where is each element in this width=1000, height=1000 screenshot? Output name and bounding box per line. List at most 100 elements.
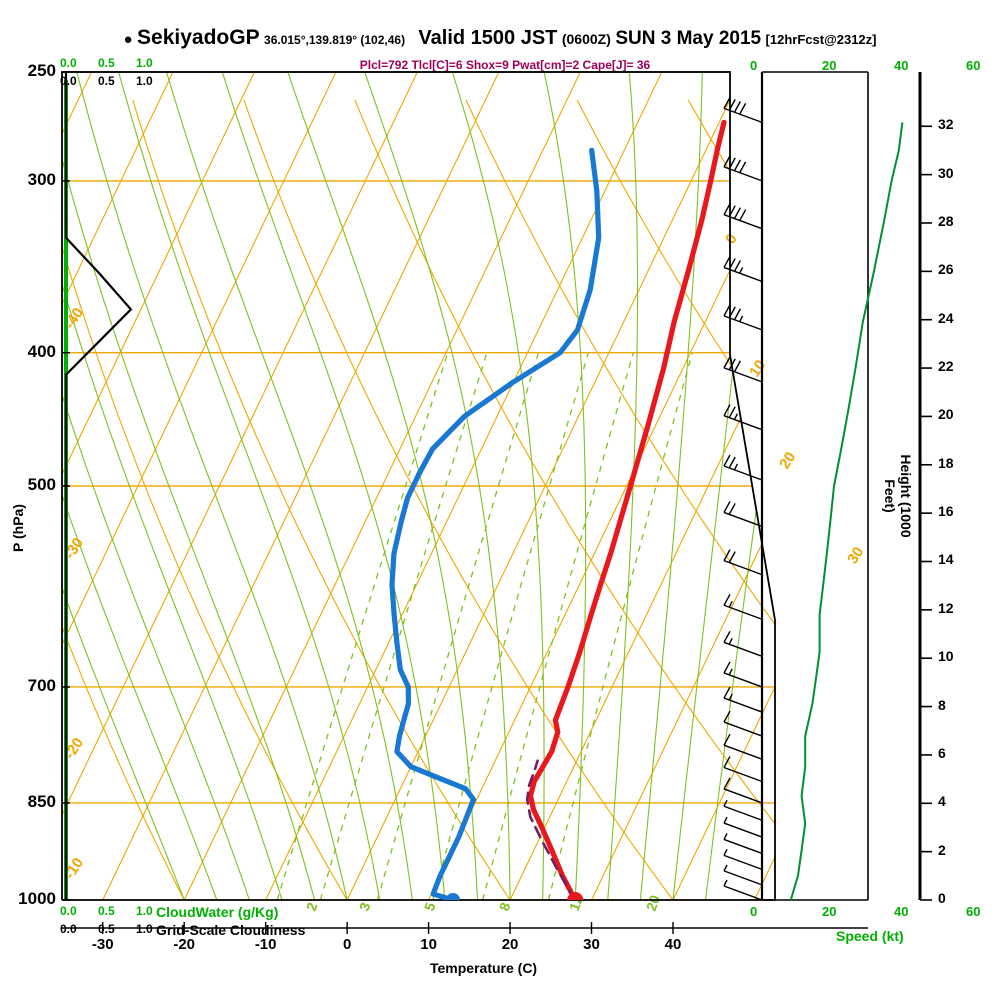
valid-date: SUN 3 May 2015 (615, 28, 762, 49)
speed-tick-bottom-20: 20 (822, 904, 837, 919)
speed-tick-top-20: 20 (822, 58, 837, 73)
cloudiness-axis-title: Grid-Scale Cloudiness (156, 922, 306, 938)
height-tick-2: 2 (938, 841, 946, 858)
cloudwater-axis-title: CloudWater (g/Kg) (156, 904, 279, 920)
svg-text:20: 20 (643, 893, 663, 913)
svg-text:10: 10 (746, 357, 769, 380)
cloudwater-tick-bottom-1: 0.5 (98, 904, 115, 918)
frame-layer (61, 71, 922, 934)
height-tick-16: 16 (938, 503, 954, 520)
wind-barb (723, 593, 763, 620)
pressure-tick-850: 850 (27, 791, 56, 811)
pressure-tick-500: 500 (27, 475, 56, 494)
temp-tick-20: 20 (501, 936, 519, 953)
cloudwater-tick-bottom-0: 0.0 (60, 904, 77, 918)
svg-text:8: 8 (496, 900, 514, 913)
cloudiness-tick-bottom-1: 0.5 (98, 922, 115, 936)
forecast-info: [12hrFcst@2312z] (765, 32, 877, 47)
cloudiness-trace (64, 72, 133, 900)
wind-barb (723, 356, 763, 383)
speed-tick-top-0: 0 (750, 58, 758, 73)
wind-barb (723, 501, 763, 528)
wind-barb (723, 549, 763, 576)
wind-barb (723, 777, 763, 804)
wind-speed-trace (789, 122, 904, 901)
surface-dewpoint-dot (446, 893, 461, 900)
wind-barb (723, 256, 763, 283)
station-coordinates: 36.015°,139.819° (102,46) (264, 33, 406, 47)
wind-barb (723, 404, 763, 431)
height-tick-22: 22 (938, 358, 954, 375)
height-tick-18: 18 (938, 454, 954, 471)
height-tick-10: 10 (938, 648, 954, 665)
temp-tick-0: 0 (342, 936, 352, 953)
tick-layer (62, 71, 932, 901)
temp-tick-30: 30 (583, 936, 600, 953)
pressure-tick-300: 300 (27, 169, 56, 189)
station-name: SekiyadoGP (137, 26, 260, 49)
height-tick-12: 12 (938, 599, 954, 616)
station-bullet-icon: ● (123, 31, 133, 48)
temp-tick--30: -30 (91, 936, 114, 953)
height-tick-0: 0 (938, 890, 946, 906)
cloudwater-tick-2: 1.0 (136, 56, 153, 70)
pressure-tick-700: 700 (27, 675, 56, 695)
wind-barb (723, 756, 763, 783)
wind-barb (723, 710, 763, 737)
valid-time: Valid 1500 JST (418, 27, 558, 49)
page-title: ● SekiyadoGP 36.015°,139.819° (102,46) V… (0, 26, 1000, 50)
wind-barb (723, 661, 763, 688)
wind-barb (723, 454, 763, 481)
temp-tick--10: -10 (254, 936, 277, 953)
wind-barb (723, 97, 763, 124)
cloudiness-tick-2: 1.0 (136, 74, 153, 88)
speed-tick-top-40: 40 (894, 58, 909, 73)
cloudwater-tick-1: 0.5 (98, 56, 115, 70)
surface-temperature-dot (567, 892, 584, 900)
pressure-tick-1000: 1000 (18, 889, 56, 908)
wind-barb (723, 799, 763, 821)
wind-barb (723, 833, 763, 855)
cloudiness-tick-0: 0.0 (60, 74, 77, 88)
cloudwater-tick-0: 0.0 (60, 56, 77, 70)
height-tick-32: 32 (938, 116, 954, 133)
height-tick-24: 24 (938, 309, 954, 326)
wind-barb (723, 849, 763, 871)
cloudiness-tick-1: 0.5 (98, 74, 115, 88)
wind-barb (723, 864, 763, 886)
wind-barb (723, 155, 763, 182)
wind-barb (723, 816, 763, 838)
height-tick-28: 28 (938, 212, 954, 229)
cloudwater-tick-bottom-2: 1.0 (136, 904, 153, 918)
svg-text:0: 0 (722, 231, 741, 247)
sounding-indices: Plcl=792 Tlcl[C]=6 Shox=9 Pwat[cm]=2 Cap… (359, 58, 651, 72)
cloudiness-tick-bottom-2: 1.0 (136, 922, 153, 936)
temp-tick-40: 40 (664, 936, 682, 953)
wind-barb (723, 733, 763, 760)
height-tick-8: 8 (938, 696, 946, 713)
svg-text:30: 30 (844, 544, 867, 567)
wind-barb (723, 630, 763, 657)
height-tick-30: 30 (938, 164, 954, 181)
valid-time-utc: (0600Z) (561, 31, 611, 47)
svg-text:20: 20 (776, 449, 799, 472)
wind-barb (723, 203, 763, 230)
svg-text:3: 3 (356, 900, 374, 913)
height-tick-6: 6 (938, 744, 946, 761)
wind-barb (723, 686, 763, 713)
temperature-axis-title: Temperature (C) (430, 960, 538, 976)
speed-axis-title: Speed (kt) (836, 928, 904, 944)
pressure-tick-400: 400 (27, 341, 56, 361)
wind-barbs-layer (723, 97, 763, 901)
temp-tick-10: 10 (420, 936, 437, 953)
height-tick-20: 20 (938, 406, 954, 423)
pressure-tick-250: 250 (27, 61, 56, 80)
svg-text:5: 5 (421, 900, 439, 913)
temp-tick--20: -20 (173, 936, 196, 953)
wind-barb (723, 304, 763, 331)
speed-tick-bottom-60: 60 (966, 904, 981, 919)
speed-tick-top-60: 60 (966, 58, 981, 73)
height-tick-4: 4 (938, 793, 946, 810)
